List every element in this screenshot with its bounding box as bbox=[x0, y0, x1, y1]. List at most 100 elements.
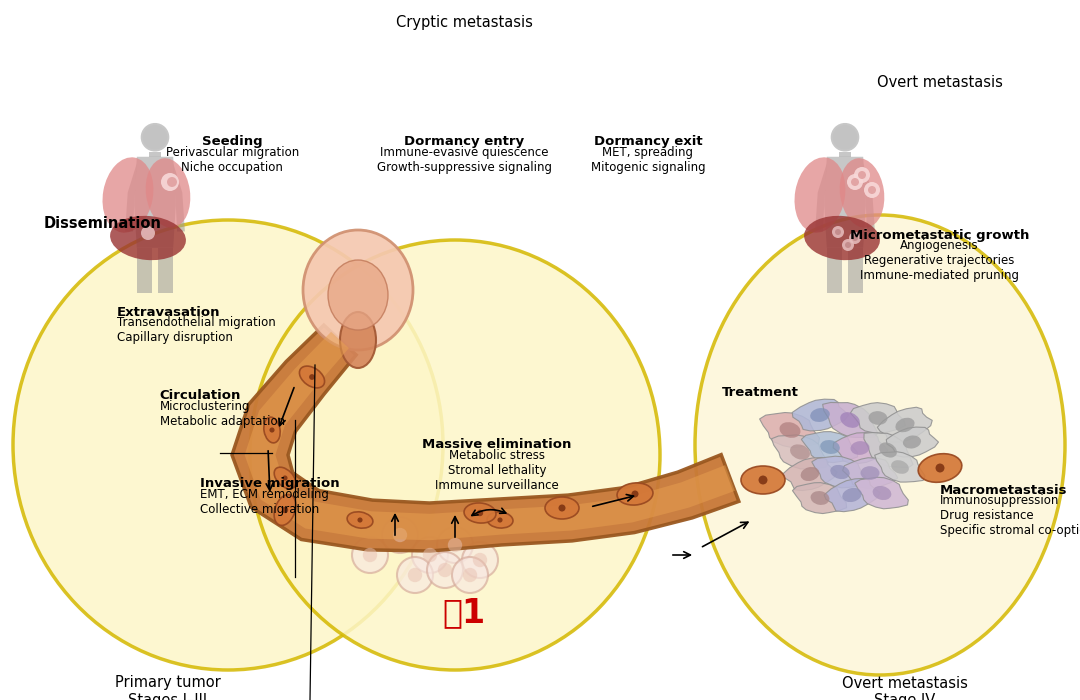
Polygon shape bbox=[801, 432, 858, 463]
Text: Macrometastasis: Macrometastasis bbox=[940, 484, 1067, 497]
Polygon shape bbox=[812, 456, 867, 488]
Ellipse shape bbox=[780, 422, 800, 438]
Text: Perivascular migration
Niche occupation: Perivascular migration Niche occupation bbox=[165, 146, 299, 174]
Polygon shape bbox=[824, 478, 880, 512]
Ellipse shape bbox=[879, 442, 896, 458]
Text: Microclustering
Metabolic adaptation: Microclustering Metabolic adaptation bbox=[160, 400, 285, 428]
Polygon shape bbox=[783, 458, 837, 491]
Ellipse shape bbox=[791, 444, 810, 460]
Ellipse shape bbox=[340, 312, 376, 368]
Circle shape bbox=[864, 182, 880, 198]
Polygon shape bbox=[855, 477, 908, 509]
Ellipse shape bbox=[13, 220, 443, 670]
Circle shape bbox=[269, 428, 274, 433]
Ellipse shape bbox=[891, 460, 909, 474]
Text: Transendothelial migration
Capillary disruption: Transendothelial migration Capillary dis… bbox=[117, 316, 275, 344]
Text: Dissemination: Dissemination bbox=[43, 216, 161, 232]
Ellipse shape bbox=[873, 486, 891, 500]
Circle shape bbox=[833, 125, 858, 150]
Polygon shape bbox=[244, 332, 734, 540]
Circle shape bbox=[831, 123, 860, 151]
Circle shape bbox=[558, 505, 566, 512]
Text: Micrometastatic growth: Micrometastatic growth bbox=[850, 228, 1029, 242]
Circle shape bbox=[357, 517, 363, 523]
Circle shape bbox=[473, 553, 487, 567]
Circle shape bbox=[309, 374, 315, 380]
Ellipse shape bbox=[831, 465, 850, 479]
Ellipse shape bbox=[274, 495, 296, 526]
Circle shape bbox=[842, 239, 854, 251]
Polygon shape bbox=[134, 157, 176, 248]
Polygon shape bbox=[159, 248, 173, 293]
Text: Circulation: Circulation bbox=[160, 389, 241, 402]
Ellipse shape bbox=[146, 158, 190, 228]
Circle shape bbox=[849, 232, 861, 244]
Circle shape bbox=[397, 557, 433, 593]
Circle shape bbox=[448, 538, 462, 552]
Circle shape bbox=[143, 125, 167, 150]
Ellipse shape bbox=[800, 467, 820, 481]
Circle shape bbox=[408, 568, 422, 582]
Circle shape bbox=[851, 178, 859, 186]
Ellipse shape bbox=[805, 216, 880, 260]
Circle shape bbox=[868, 186, 876, 194]
Ellipse shape bbox=[820, 440, 840, 454]
Polygon shape bbox=[232, 325, 739, 551]
Text: Immune-evasive quiescence
Growth-suppressive signaling: Immune-evasive quiescence Growth-suppres… bbox=[377, 146, 552, 174]
Ellipse shape bbox=[851, 441, 869, 455]
Text: Angiogenesis
Regenerative trajectories
Immune-mediated pruning: Angiogenesis Regenerative trajectories I… bbox=[860, 239, 1020, 281]
Circle shape bbox=[283, 475, 287, 481]
Ellipse shape bbox=[487, 512, 513, 528]
Ellipse shape bbox=[842, 488, 862, 502]
Ellipse shape bbox=[328, 260, 388, 330]
Text: Massive elimination: Massive elimination bbox=[422, 438, 571, 452]
Text: EMT, ECM remodeling
Collective migration: EMT, ECM remodeling Collective migration bbox=[200, 488, 328, 516]
Circle shape bbox=[352, 537, 388, 573]
Circle shape bbox=[476, 510, 483, 516]
Ellipse shape bbox=[347, 512, 373, 528]
Polygon shape bbox=[793, 482, 847, 514]
Circle shape bbox=[141, 226, 156, 240]
Ellipse shape bbox=[810, 408, 829, 422]
Ellipse shape bbox=[839, 158, 885, 228]
Polygon shape bbox=[833, 433, 888, 463]
Ellipse shape bbox=[795, 158, 846, 232]
Polygon shape bbox=[863, 163, 875, 232]
Polygon shape bbox=[125, 163, 137, 232]
Ellipse shape bbox=[696, 215, 1065, 675]
Ellipse shape bbox=[617, 483, 653, 505]
Text: Seeding: Seeding bbox=[202, 135, 262, 148]
Polygon shape bbox=[824, 157, 866, 248]
Ellipse shape bbox=[545, 497, 579, 519]
Ellipse shape bbox=[464, 503, 496, 523]
Circle shape bbox=[463, 568, 477, 582]
Circle shape bbox=[422, 548, 437, 562]
Ellipse shape bbox=[110, 216, 186, 260]
Polygon shape bbox=[149, 152, 161, 157]
Circle shape bbox=[462, 542, 498, 578]
Circle shape bbox=[835, 229, 841, 235]
Text: Dormancy exit: Dormancy exit bbox=[594, 135, 702, 148]
Polygon shape bbox=[850, 402, 905, 433]
Text: Primary tumor
Stages I–III: Primary tumor Stages I–III bbox=[114, 676, 220, 700]
Circle shape bbox=[437, 527, 473, 563]
Polygon shape bbox=[827, 248, 841, 293]
Text: Immunosuppression
Drug resistance
Specific stromal co-option: Immunosuppression Drug resistance Specif… bbox=[940, 494, 1080, 537]
Circle shape bbox=[632, 491, 638, 498]
Circle shape bbox=[758, 475, 768, 484]
Polygon shape bbox=[137, 248, 152, 293]
Text: Treatment: Treatment bbox=[721, 386, 798, 398]
Circle shape bbox=[847, 174, 863, 190]
Circle shape bbox=[161, 173, 179, 191]
Ellipse shape bbox=[303, 230, 413, 350]
Ellipse shape bbox=[868, 411, 888, 425]
Polygon shape bbox=[792, 399, 849, 431]
Text: Cryptic metastasis: Cryptic metastasis bbox=[396, 15, 532, 30]
Polygon shape bbox=[759, 412, 820, 447]
Text: MET, spreading
Mitogenic signaling: MET, spreading Mitogenic signaling bbox=[591, 146, 705, 174]
Circle shape bbox=[393, 528, 407, 542]
Circle shape bbox=[453, 557, 488, 593]
Circle shape bbox=[282, 507, 288, 513]
Text: Invasive migration: Invasive migration bbox=[200, 477, 339, 490]
Ellipse shape bbox=[264, 417, 280, 443]
